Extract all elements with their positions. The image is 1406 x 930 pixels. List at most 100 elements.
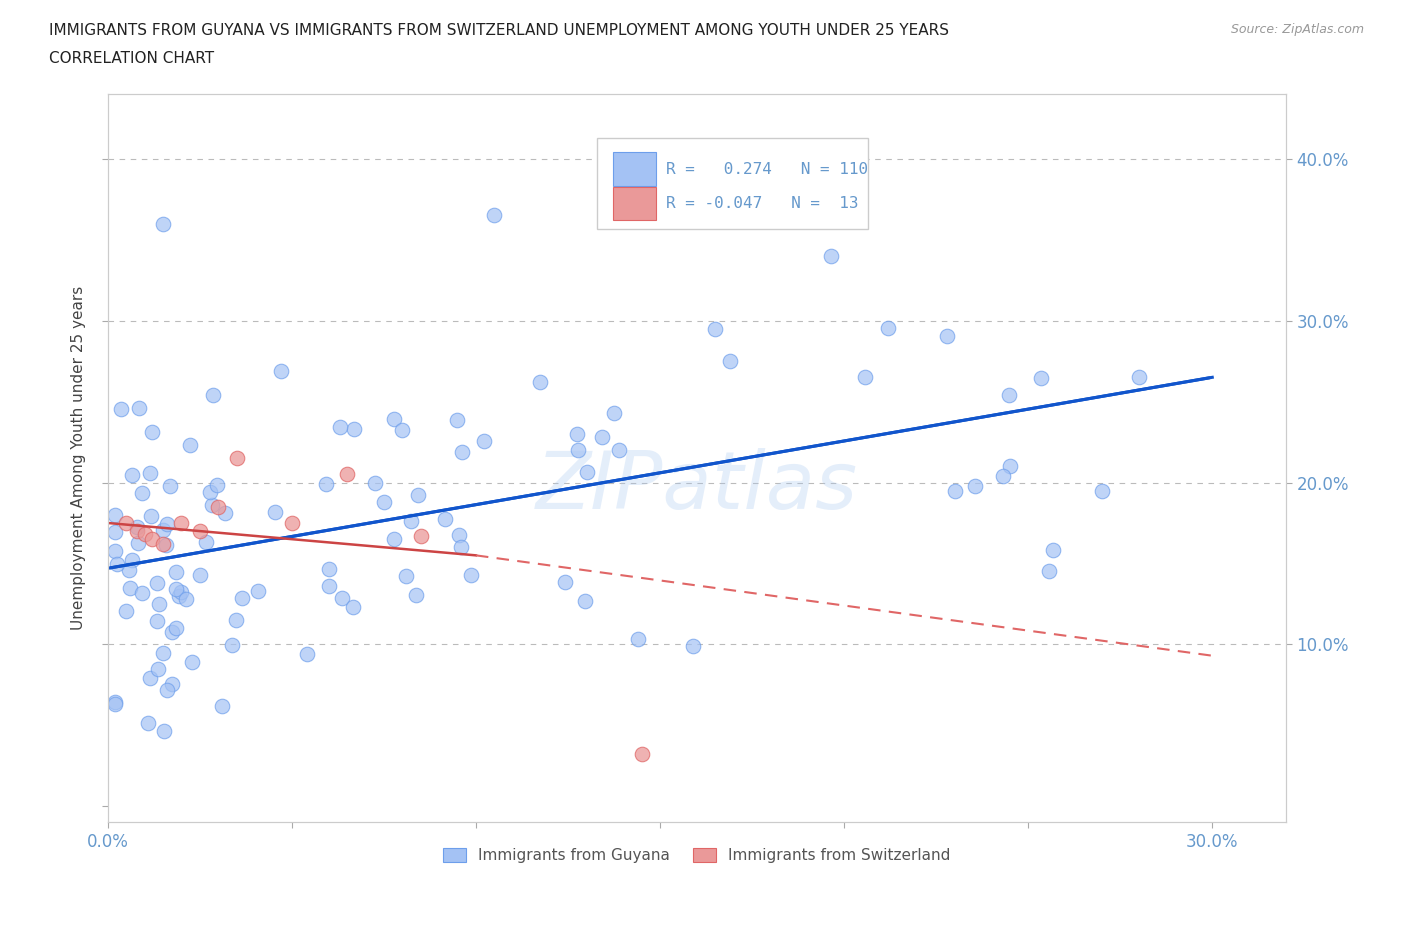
Point — [450, 539, 472, 554]
Point — [146, 614, 169, 629]
Point — [104, 525, 127, 539]
Point — [211, 699, 233, 714]
Point — [853, 369, 876, 384]
Point — [115, 515, 138, 530]
Point — [198, 485, 221, 499]
Text: R = -0.047   N =  13: R = -0.047 N = 13 — [666, 196, 859, 211]
Point — [460, 567, 482, 582]
Point — [720, 353, 742, 368]
Point — [575, 465, 598, 480]
Point — [152, 523, 174, 538]
Point — [165, 620, 187, 635]
Point — [141, 424, 163, 439]
Text: CORRELATION CHART: CORRELATION CHART — [49, 51, 214, 66]
Point — [141, 532, 163, 547]
Point — [820, 248, 842, 263]
Point — [139, 508, 162, 523]
Point — [174, 591, 197, 606]
Point — [318, 578, 340, 593]
Point — [214, 505, 236, 520]
Point — [121, 553, 143, 568]
Point — [382, 412, 405, 427]
Point — [207, 499, 229, 514]
Point — [451, 445, 474, 459]
Point — [447, 528, 470, 543]
Point — [997, 388, 1019, 403]
Point — [472, 433, 495, 448]
Text: Source: ZipAtlas.com: Source: ZipAtlas.com — [1230, 23, 1364, 36]
Point — [104, 697, 127, 711]
Point — [626, 631, 648, 646]
Point — [574, 593, 596, 608]
Point — [630, 747, 652, 762]
Text: IMMIGRANTS FROM GUYANA VS IMMIGRANTS FROM SWITZERLAND UNEMPLOYMENT AMONG YOUTH U: IMMIGRANTS FROM GUYANA VS IMMIGRANTS FRO… — [49, 23, 949, 38]
Point — [160, 625, 183, 640]
Point — [225, 451, 247, 466]
Point — [484, 208, 506, 223]
Point — [160, 676, 183, 691]
Point — [170, 515, 193, 530]
Point — [165, 565, 187, 579]
Point — [152, 216, 174, 231]
Point — [207, 478, 229, 493]
Point — [152, 645, 174, 660]
Point — [188, 524, 211, 538]
Point — [181, 654, 204, 669]
Point — [318, 561, 340, 576]
Y-axis label: Unemployment Among Youth under 25 years: Unemployment Among Youth under 25 years — [72, 286, 86, 631]
Point — [998, 458, 1021, 473]
Point — [342, 600, 364, 615]
Point — [225, 612, 247, 627]
Point — [170, 585, 193, 600]
Point — [190, 567, 212, 582]
Point — [567, 442, 589, 457]
Point — [105, 556, 128, 571]
Point — [394, 569, 416, 584]
FancyBboxPatch shape — [596, 138, 868, 229]
Point — [1091, 484, 1114, 498]
Point — [1031, 371, 1053, 386]
Point — [1042, 543, 1064, 558]
Point — [146, 576, 169, 591]
Point — [382, 532, 405, 547]
Point — [155, 683, 177, 698]
Point — [221, 637, 243, 652]
Point — [127, 536, 149, 551]
Point — [405, 588, 427, 603]
Point — [529, 375, 551, 390]
Point — [329, 419, 352, 434]
Point — [167, 589, 190, 604]
Point — [993, 469, 1015, 484]
Point — [943, 484, 966, 498]
Point — [179, 437, 201, 452]
Point — [131, 485, 153, 500]
Point — [446, 412, 468, 427]
Point — [364, 475, 387, 490]
FancyBboxPatch shape — [613, 187, 655, 220]
Point — [231, 591, 253, 605]
Point — [155, 538, 177, 552]
Point — [153, 724, 176, 738]
Point — [118, 563, 141, 578]
Point — [118, 581, 141, 596]
Point — [125, 519, 148, 534]
Point — [246, 584, 269, 599]
Point — [315, 477, 337, 492]
Point — [115, 604, 138, 618]
Point — [104, 508, 127, 523]
Point — [401, 514, 423, 529]
Point — [343, 422, 366, 437]
Point — [165, 582, 187, 597]
Point — [373, 495, 395, 510]
Point — [965, 479, 987, 494]
Text: ZIPatlas: ZIPatlas — [536, 448, 858, 526]
Point — [682, 639, 704, 654]
Point — [433, 512, 456, 526]
Point — [195, 534, 218, 549]
Point — [554, 574, 576, 589]
FancyBboxPatch shape — [613, 153, 655, 186]
Point — [134, 527, 156, 542]
Point — [202, 388, 225, 403]
Point — [270, 363, 292, 378]
Point — [138, 466, 160, 481]
